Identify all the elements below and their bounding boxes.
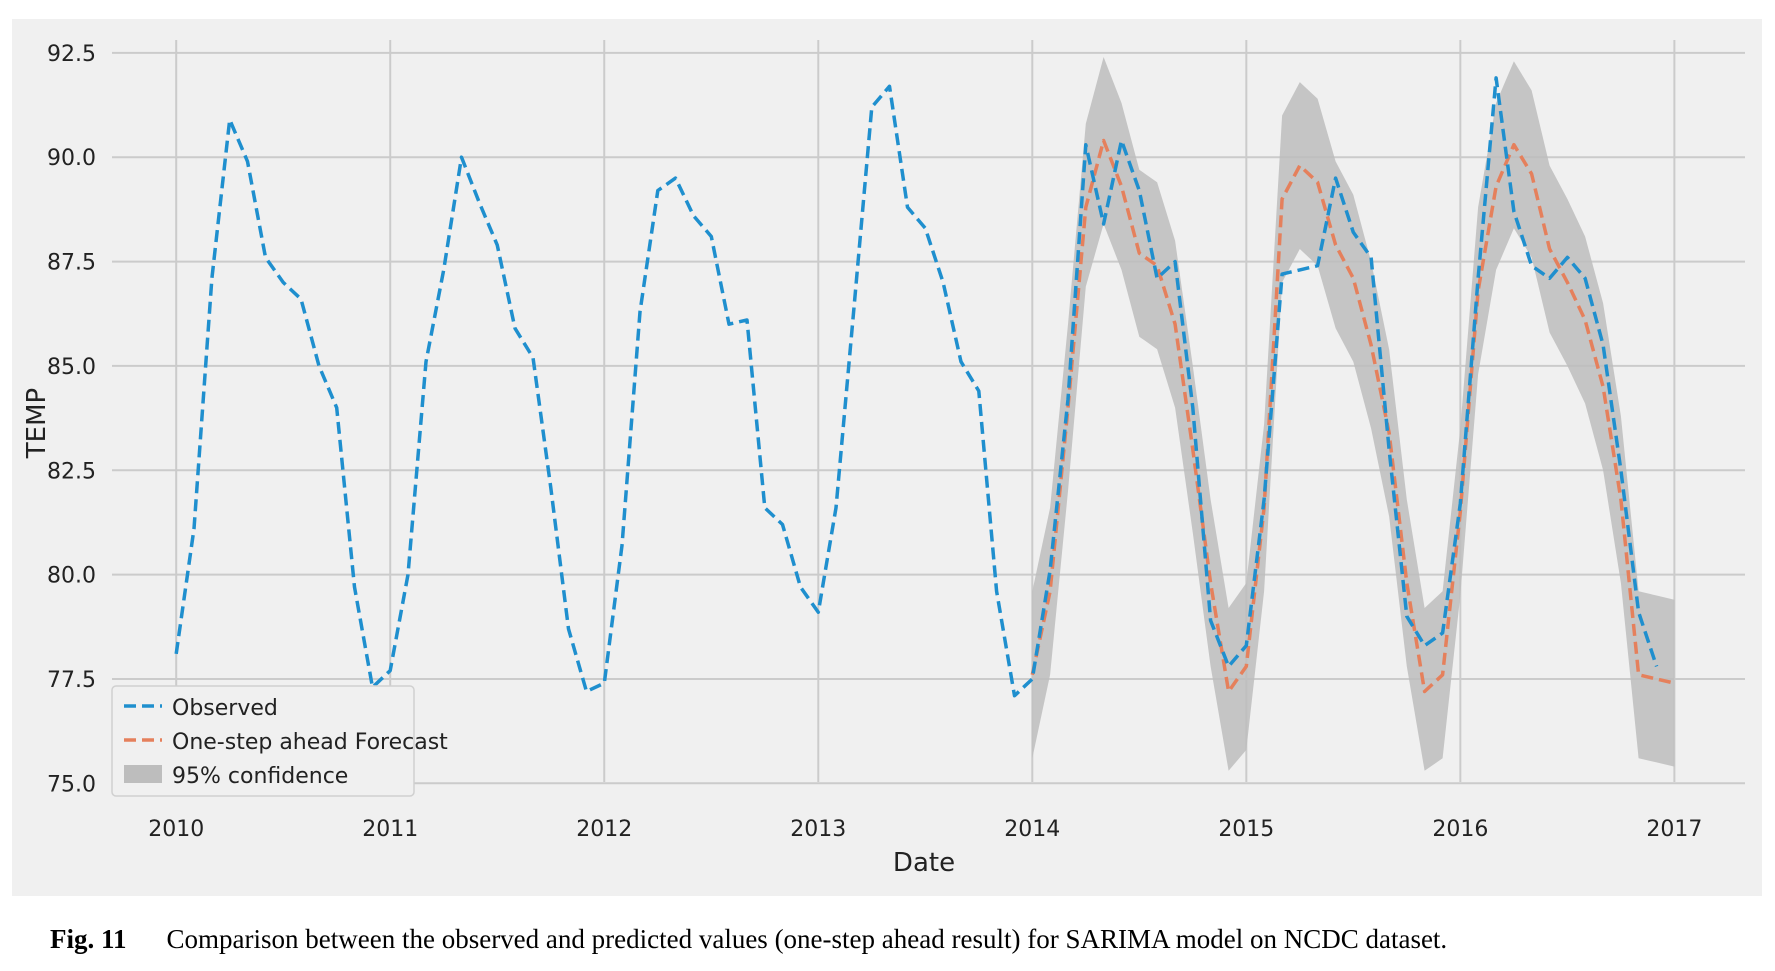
- x-axis-label: Date: [893, 848, 955, 878]
- y-tick-label: 82.5: [47, 459, 96, 484]
- series-line-one-step-ahead-forecast: [1030, 138, 1675, 694]
- legend-label-observed: Observed: [172, 696, 278, 721]
- y-tick-label: 90.0: [47, 146, 96, 171]
- figure-caption: Fig. 11 Comparison between the observed a…: [50, 924, 1750, 955]
- legend-label-confidence: 95% confidence: [172, 764, 348, 789]
- x-tick-label: 2011: [362, 817, 418, 842]
- x-tick-labels: 2010 2011 2012 2013 2014 2015 2016 2017: [148, 817, 1702, 842]
- x-tick-label: 2016: [1432, 817, 1488, 842]
- gridlines: [112, 40, 1745, 785]
- legend-swatch-confidence: [124, 765, 162, 783]
- x-tick-label: 2013: [790, 817, 846, 842]
- confidence-band: [1032, 57, 1675, 771]
- series-line-observed: [174, 76, 1659, 698]
- x-tick-label: 2010: [148, 817, 204, 842]
- y-tick-label: 77.5: [47, 668, 96, 693]
- legend-box: [111, 685, 415, 797]
- y-tick-label: 80.0: [47, 564, 96, 589]
- caption-label: Fig. 11: [50, 924, 127, 954]
- y-tick-label: 85.0: [47, 355, 96, 380]
- y-tick-label: 75.0: [47, 772, 96, 797]
- x-tick-label: 2014: [1004, 817, 1060, 842]
- y-tick-labels: 75.0 77.5 80.0 82.5 85.0 87.5 90.0 92.5: [47, 42, 96, 797]
- series-lines: [174, 76, 1675, 698]
- x-tick-label: 2017: [1646, 817, 1702, 842]
- y-tick-label: 87.5: [47, 251, 96, 276]
- x-tick-label: 2012: [576, 817, 632, 842]
- legend-label-forecast: One-step ahead Forecast: [172, 730, 448, 755]
- caption-text: Comparison between the observed and pred…: [166, 924, 1448, 954]
- x-tick-label: 2015: [1218, 817, 1274, 842]
- y-tick-label: 92.5: [47, 42, 96, 67]
- y-axis-label: TEMP: [22, 388, 52, 459]
- confidence-interval-area: [1032, 57, 1675, 771]
- legend: Observed One-step ahead Forecast 95% con…: [111, 685, 448, 797]
